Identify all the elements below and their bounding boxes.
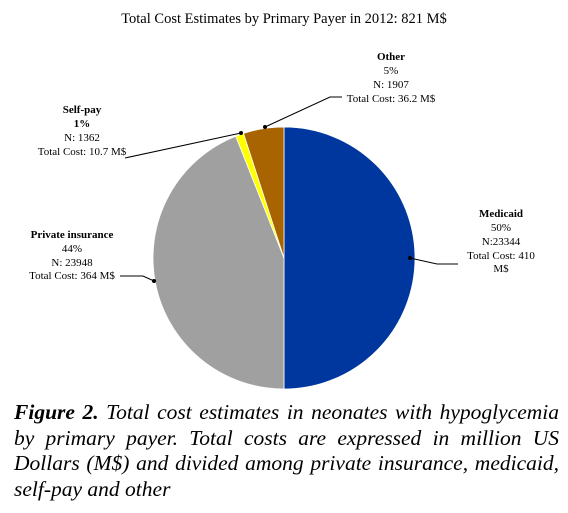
label-medicaid-cost-line2: M$ — [493, 263, 509, 275]
leader-dot-other — [263, 125, 267, 129]
label-private-insurance-cost: Total Cost: 364 M$ — [29, 270, 115, 282]
label-other-percent: 5% — [384, 65, 399, 77]
slice-other — [243, 126, 285, 259]
slice-medicaid — [283, 126, 416, 390]
leader-other — [264, 96, 342, 128]
leader-dot-self-pay — [239, 131, 243, 135]
label-other-cost: Total Cost: 36.2 M$ — [347, 93, 436, 105]
label-self-pay-percent: 1% — [74, 118, 91, 130]
caption-label: Figure 2. — [14, 400, 99, 424]
figure-caption: Figure 2. Total cost estimates in neonat… — [14, 400, 559, 502]
label-other-n: N: 1907 — [373, 79, 409, 91]
label-private-insurance-n: N: 23948 — [51, 257, 93, 269]
label-private-insurance-name: Private insurance — [31, 229, 114, 241]
leader-self-pay — [124, 132, 242, 159]
label-self-pay-n: N: 1362 — [64, 132, 100, 144]
label-medicaid-percent: 50% — [491, 222, 511, 234]
leader-private-insurance — [120, 275, 155, 282]
leader-medicaid — [409, 257, 458, 265]
chart-title: Total Cost Estimates by Primary Payer in… — [121, 11, 447, 27]
caption-text: Total cost estimates in neonates with hy… — [14, 400, 559, 501]
label-private-insurance-percent: 44% — [62, 243, 82, 255]
label-medicaid-name: Medicaid — [479, 208, 523, 220]
slice-private-insurance — [152, 135, 285, 390]
leader-dot-private-insurance — [152, 279, 156, 283]
label-medicaid-n: N:23344 — [482, 236, 521, 248]
label-self-pay-cost: Total Cost: 10.7 M$ — [38, 146, 127, 158]
pie-chart: Total Cost Estimates by Primary Payer in… — [29, 11, 535, 390]
label-medicaid-cost-line1: Total Cost: 410 — [467, 250, 535, 262]
label-self-pay-name: Self-pay — [63, 104, 102, 116]
leader-dot-medicaid — [408, 256, 412, 260]
label-other-name: Other — [377, 51, 405, 63]
